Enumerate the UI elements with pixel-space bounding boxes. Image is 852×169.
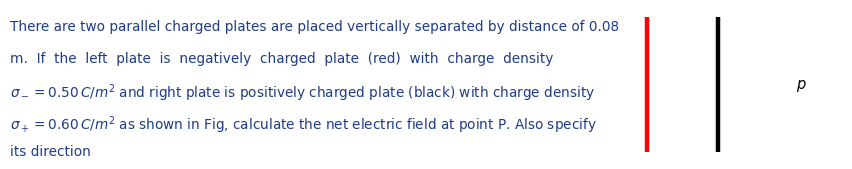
Text: $\sigma_-= 0.50\,C/m^2$ and right plate is positively charged plate (black) with: $\sigma_-= 0.50\,C/m^2$ and right plate … <box>10 83 595 104</box>
Text: m.  If  the  left  plate  is  negatively  charged  plate  (red)  with  charge  d: m. If the left plate is negatively charg… <box>10 52 553 66</box>
Text: its direction: its direction <box>10 145 91 159</box>
Text: $\sigma_+= 0.60\,C/m^2$ as shown in Fig, calculate the net electric field at poi: $\sigma_+= 0.60\,C/m^2$ as shown in Fig,… <box>10 114 596 136</box>
Text: p: p <box>795 77 804 92</box>
Text: There are two parallel charged plates are placed vertically separated by distanc: There are two parallel charged plates ar… <box>10 20 619 34</box>
